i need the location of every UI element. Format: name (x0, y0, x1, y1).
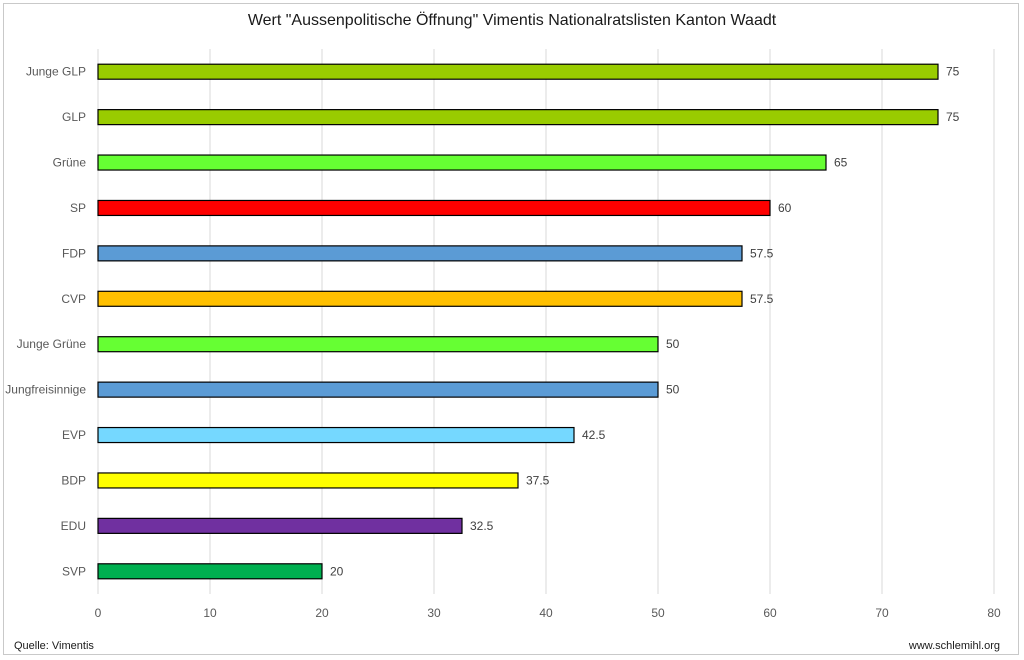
source-note: Quelle: Vimentis (14, 640, 94, 652)
category-label: EDU (61, 519, 86, 533)
x-tick-label: 0 (95, 606, 102, 620)
bar (97, 563, 323, 580)
x-tick-label: 20 (315, 606, 329, 620)
value-label: 32.5 (470, 519, 494, 533)
value-label: 57.5 (750, 246, 774, 260)
category-label: FDP (62, 246, 86, 260)
bar (97, 290, 743, 307)
category-label: CVP (61, 292, 86, 306)
category-label: EVP (62, 428, 86, 442)
category-labels: Junge GLP GLP Grüne SP FDP CVP Junge Grüne Jung… (5, 65, 86, 579)
category-label: Jungfreisinnige (5, 383, 86, 397)
value-label: 50 (666, 337, 680, 351)
category-label: SP (70, 201, 86, 215)
bar (97, 63, 939, 80)
value-label: 75 (946, 110, 960, 124)
category-label: Junge GLP (26, 65, 86, 79)
bar (97, 381, 659, 398)
value-label: 57.5 (750, 292, 774, 306)
bar (97, 426, 575, 444)
x-tick-label: 60 (763, 606, 777, 620)
x-tick-label: 30 (427, 606, 441, 620)
value-label: 20 (330, 564, 344, 578)
value-labels: 75 75 65 60 57.5 57.5 50 50 42.5 37.5 32.5 20 (330, 65, 960, 579)
value-label: 42.5 (582, 428, 606, 442)
value-label: 37.5 (526, 473, 550, 487)
x-tick-label: 80 (987, 606, 1001, 620)
bar (97, 472, 519, 489)
x-tick-label: 50 (651, 606, 665, 620)
bar (97, 154, 827, 171)
x-tick-label: 10 (203, 606, 217, 620)
value-label: 65 (834, 156, 848, 170)
chart-title: Wert "Aussenpolitische Öffnung" Vimentis… (247, 12, 777, 29)
bar (97, 245, 743, 262)
value-label: 60 (778, 201, 792, 215)
bar (97, 336, 659, 353)
category-label: BDP (61, 473, 86, 487)
category-label: GLP (62, 110, 86, 124)
bar (97, 517, 463, 534)
value-label: 75 (946, 65, 960, 79)
category-label: Grüne (53, 156, 87, 170)
value-label: 50 (666, 383, 680, 397)
x-axis-ticks: 0 10 20 30 40 50 60 70 80 (95, 606, 1001, 620)
x-tick-label: 40 (539, 606, 553, 620)
bar (97, 109, 939, 126)
website-note: www.schlemihl.org (908, 640, 1000, 652)
bars (97, 63, 939, 580)
bar (97, 199, 771, 217)
category-label: SVP (62, 564, 86, 578)
category-label: Junge Grüne (17, 337, 87, 351)
gridlines (97, 49, 995, 594)
x-tick-label: 70 (875, 606, 889, 620)
